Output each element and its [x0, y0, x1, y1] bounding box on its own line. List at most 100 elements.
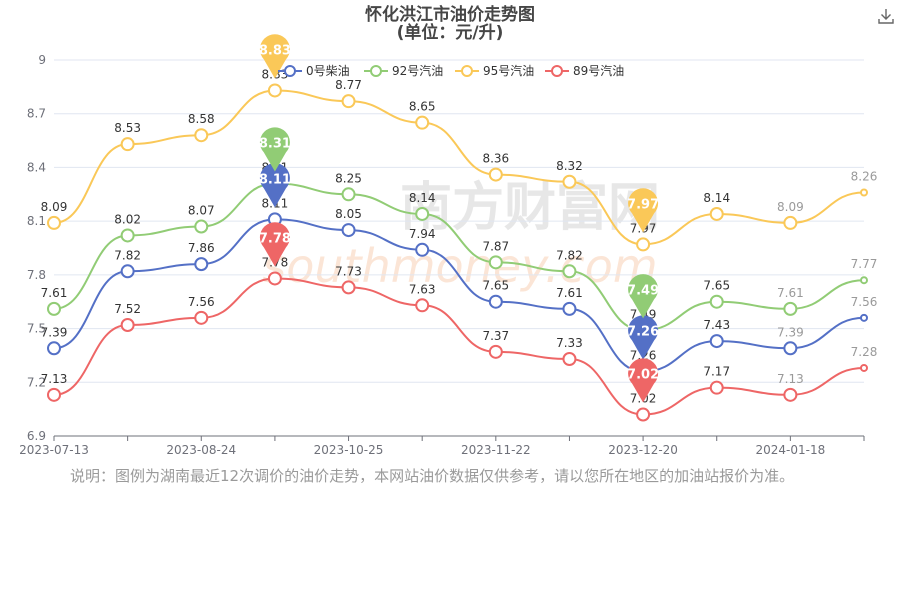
legend-label: 95号汽油: [483, 63, 534, 78]
legend-label: 0号柴油: [306, 64, 350, 78]
data-labels: 7.39 7.82 7.86 8.11 8.05 7.94 7.65 7.61 7.26 7.43…: [41, 67, 878, 405]
x-tick-label: 2023-12-20: [608, 443, 678, 457]
legend-item-0[interactable]: 0号柴油: [278, 64, 350, 78]
data-label: 7.77: [851, 257, 878, 271]
pin-label: 7.02: [627, 368, 659, 383]
data-label: 7.39: [41, 325, 68, 339]
data-point: [194, 310, 209, 325]
data-label: 7.94: [409, 227, 436, 241]
y-tick-label: 8.7: [27, 107, 46, 121]
data-point: [341, 223, 356, 238]
data-point: [267, 271, 282, 286]
data-label: 7.56: [188, 295, 215, 309]
watermark-line2: southmoney.com: [262, 239, 657, 293]
data-label: 7.61: [777, 286, 804, 300]
pin-marker: 8.83: [259, 34, 291, 79]
pin-marker: 7.26: [627, 315, 659, 360]
x-tick-label: 2023-08-24: [166, 443, 236, 457]
pin-label: 7.78: [259, 231, 291, 246]
pin-marker: 7.02: [627, 358, 659, 403]
legend-marker: [551, 65, 563, 77]
data-point: [783, 387, 798, 402]
pin-shape: [628, 274, 659, 319]
legend-label: 92号汽油: [392, 63, 443, 78]
y-tick-label: 7.8: [27, 268, 46, 282]
legend-marker: [284, 65, 296, 77]
legend-item-1[interactable]: 92号汽油: [364, 63, 443, 78]
data-point: [562, 264, 577, 279]
pin-shape: [259, 34, 290, 79]
data-point: [415, 298, 430, 313]
data-label: 8.07: [188, 204, 215, 218]
pin-label: 8.83: [259, 43, 291, 58]
data-point: [120, 317, 135, 332]
x-axis: 2023-07-13 2023-08-24 2023-10-25 2023-11-22…: [19, 435, 865, 457]
x-tick-label: 2023-10-25: [314, 443, 384, 457]
data-label: 7.86: [188, 241, 215, 255]
data-point: [860, 313, 868, 322]
data-point: [194, 257, 209, 272]
data-label: 7.52: [114, 302, 141, 316]
footnote: 说明：图例为湖南最近12次调价的油价走势，本网站油价数据仅供参考，请以您所在地区…: [70, 467, 795, 485]
data-label: 8.09: [777, 200, 804, 214]
data-point: [415, 242, 430, 257]
data-label: 8.65: [409, 100, 436, 114]
data-point: [341, 187, 356, 202]
data-label: 7.13: [41, 372, 68, 386]
data-point: [860, 188, 868, 197]
data-point: [415, 206, 430, 221]
data-point: [636, 407, 651, 422]
pin-label: 7.97: [627, 197, 659, 212]
data-point: [709, 294, 724, 309]
pin-shape: [628, 358, 659, 403]
series-line-3: [53, 277, 865, 416]
x-tick-label: 2023-11-22: [461, 443, 531, 457]
y-tick-label: 6.9: [27, 429, 46, 443]
y-tick-label: 9: [38, 53, 46, 67]
grid-lines: [54, 59, 864, 383]
y-axis: 6.9 7.2 7.5 7.8 8.1 8.4 8.7 9: [27, 53, 46, 443]
series-group: [47, 83, 868, 422]
download-icon[interactable]: [876, 6, 896, 26]
data-label: 8.77: [335, 78, 362, 92]
data-label: 7.65: [703, 279, 730, 293]
pin-marker: 8.11: [259, 163, 291, 208]
data-label: 7.56: [851, 295, 878, 309]
y-tick-label: 8.4: [27, 160, 46, 174]
data-point: [860, 276, 868, 285]
data-label: 7.82: [114, 248, 141, 262]
data-point: [194, 128, 209, 143]
data-point: [562, 352, 577, 367]
data-label: 8.14: [409, 191, 436, 205]
data-label: 7.39: [777, 325, 804, 339]
data-point: [120, 137, 135, 152]
data-label: 8.05: [335, 207, 362, 221]
data-point: [488, 344, 503, 359]
data-point: [267, 83, 282, 98]
data-label: 7.61: [556, 286, 583, 300]
legend-item-3[interactable]: 89号汽油: [545, 63, 624, 78]
legend-item-2[interactable]: 95号汽油: [455, 63, 534, 78]
pin-marker: 7.78: [259, 222, 291, 267]
data-label: 8.02: [114, 212, 141, 226]
pin-marker: 7.49: [627, 274, 659, 319]
data-point: [341, 94, 356, 109]
data-label: 8.36: [482, 152, 509, 166]
data-point: [120, 264, 135, 279]
legend[interactable]: 0号柴油 92号汽油 95号汽油 89号汽油: [278, 63, 624, 78]
legend-marker: [461, 65, 473, 77]
watermark-line1: 南方财富网: [400, 178, 660, 238]
x-tick-label: 2023-07-13: [19, 443, 89, 457]
pin-shape: [259, 127, 290, 172]
data-point: [709, 380, 724, 395]
data-point: [47, 301, 61, 316]
pin-marker: 7.97: [627, 188, 659, 233]
y-tick-label: 7.2: [27, 375, 46, 389]
data-label: 8.09: [41, 200, 68, 214]
data-label: 8.32: [556, 159, 583, 173]
data-label: 7.17: [703, 365, 730, 379]
data-label: 8.58: [188, 112, 215, 126]
data-point: [860, 363, 868, 372]
